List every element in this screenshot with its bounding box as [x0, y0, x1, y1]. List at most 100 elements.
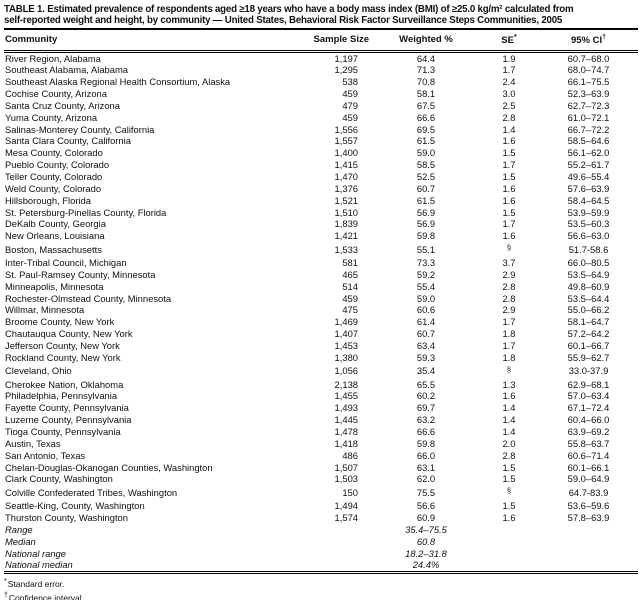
sample-size-cell: 1,556	[334, 123, 358, 135]
table-row: Boston, Massachusetts 1,533 55.1 § 51.7-…	[4, 242, 638, 257]
table-row: Fayette County, Pennsylvania 1,493 69.7 …	[4, 402, 638, 414]
weighted-percent-cell: 60.7	[416, 182, 436, 194]
ci-cell: 63.9–69.2	[567, 425, 610, 437]
community-cell: Rochester-Olmstead County, Minnesota	[5, 292, 172, 304]
summary-spacer-cell	[479, 559, 539, 575]
summary-spacer-cell	[479, 548, 539, 560]
summary-spacer-cell	[309, 524, 373, 536]
sample-size-cell: 1,453	[334, 339, 358, 351]
table-row: St. Paul-Ramsey County, Minnesota 465 59…	[4, 269, 638, 281]
ci-cell: 60.4–66.0	[567, 414, 610, 426]
ci-cell: 49.8–60.9	[567, 280, 610, 292]
table-row: River Region, Alabama 1,197 64.4 1.9 60.…	[4, 51, 638, 64]
table-row: St. Petersburg-Pinellas County, Florida …	[4, 207, 638, 219]
table-body: River Region, Alabama 1,197 64.4 1.9 60.…	[4, 51, 638, 524]
community-cell: Chautauqua County, New York	[5, 328, 133, 340]
se-cell: 1.3	[502, 378, 516, 390]
ci-cell: 60.6–71.4	[567, 449, 610, 461]
table-row: Rockland County, New York 1,380 59.3 1.8…	[4, 352, 638, 364]
community-cell: Willmar, Minnesota	[5, 304, 85, 316]
se-cell: 2.4	[502, 76, 516, 88]
sample-size-cell: 1,507	[334, 461, 358, 473]
ci-cell: 66.1–75.5	[567, 76, 610, 88]
sample-size-cell: 1,478	[334, 425, 358, 437]
sample-size-cell: 2,138	[334, 378, 358, 390]
sample-size-cell: 465	[342, 268, 358, 280]
se-cell: 2.8	[502, 449, 516, 461]
se-cell: §	[506, 243, 512, 253]
community-cell: Jefferson County, New York	[5, 339, 120, 351]
ci-cell: 66.7–72.2	[567, 123, 610, 135]
weighted-percent-cell: 61.5	[416, 194, 436, 206]
table-row: Jefferson County, New York 1,453 63.4 1.…	[4, 340, 638, 352]
summary-label: Range	[5, 523, 33, 535]
table-row: New Orleans, Louisiana 1,421 59.8 1.6 56…	[4, 230, 638, 242]
weighted-percent-cell: 59.8	[416, 437, 436, 449]
footnote-confidence-interval: †Confidence interval.	[4, 592, 85, 600]
summary-label: National range	[5, 547, 66, 559]
se-cell: 1.6	[502, 230, 516, 242]
sample-size-cell: 1,418	[334, 437, 358, 449]
weighted-percent-cell: 71.3	[416, 64, 436, 76]
community-cell: Tioga County, Pennsylvania	[5, 425, 121, 437]
sample-size-cell: 1,557	[334, 135, 358, 147]
summary-row-range: Range 35.4–75.5	[4, 524, 638, 536]
sample-size-cell: 1,533	[334, 243, 358, 255]
community-cell: Luzerne County, Pennsylvania	[5, 414, 132, 426]
ci-cell: 68.0–74.7	[567, 64, 610, 76]
community-cell: Weld County, Colorado	[5, 182, 102, 194]
se-cell: 2.9	[502, 304, 516, 316]
ci-cell: 60.1–66.7	[567, 339, 610, 351]
se-cell: 1.7	[502, 316, 516, 328]
ci-cell: 57.8–63.9	[567, 512, 610, 523]
community-cell: St. Petersburg-Pinellas County, Florida	[5, 206, 167, 218]
table-row: Cherokee Nation, Oklahoma 2,138 65.5 1.3…	[4, 379, 638, 391]
ci-cell: 53.5–60.3	[567, 218, 610, 230]
summary-spacer-cell	[539, 524, 638, 536]
table-row: Weld County, Colorado 1,376 60.7 1.6 57.…	[4, 183, 638, 195]
summary-spacer-cell	[539, 548, 638, 560]
community-cell: Austin, Texas	[5, 437, 61, 449]
table-row: Chautauqua County, New York 1,407 60.7 1…	[4, 328, 638, 340]
weighted-percent-cell: 69.5	[416, 123, 436, 135]
community-cell: Boston, Massachusetts	[5, 243, 102, 255]
weighted-percent-cell: 60.6	[416, 304, 436, 316]
summary-row-national-range: National range 18.2–31.8	[4, 548, 638, 560]
sample-size-cell: 581	[342, 257, 358, 269]
community-cell: Inter-Tribal Council, Michigan	[5, 257, 127, 269]
summary-value: 35.4–75.5	[405, 523, 447, 535]
table-row: Chelan-Douglas-Okanogan Counties, Washin…	[4, 462, 638, 474]
sample-size-cell: 1,503	[334, 473, 358, 485]
community-cell: Pueblo County, Colorado	[5, 159, 110, 171]
ci-cell: 64.7-83.9	[568, 486, 609, 498]
community-cell: Santa Clara County, California	[5, 135, 131, 147]
weighted-percent-cell: 58.1	[416, 88, 436, 100]
weighted-percent-cell: 66.0	[416, 449, 436, 461]
sample-size-cell: 150	[342, 486, 358, 498]
se-cell: 1.8	[502, 351, 516, 363]
weighted-percent-cell: 52.5	[416, 171, 436, 182]
community-cell: DeKalb County, Georgia	[5, 218, 106, 230]
ci-cell: 62.7–72.3	[567, 99, 610, 111]
summary-row-median: Median 60.8	[4, 536, 638, 548]
weighted-percent-cell: 55.1	[416, 243, 436, 255]
table-row: Cochise County, Arizona 459 58.1 3.0 52.…	[4, 88, 638, 100]
se-cell: 2.9	[502, 268, 516, 280]
se-cell: 1.6	[502, 182, 516, 194]
weighted-percent-cell: 58.5	[416, 159, 436, 171]
se-cell: 1.5	[502, 147, 516, 159]
se-cell: 3.7	[502, 257, 516, 269]
table-row: Salinas-Monterey County, California 1,55…	[4, 124, 638, 136]
table-row: Broome County, New York 1,469 61.4 1.7 5…	[4, 316, 638, 328]
sample-size-cell: 459	[342, 88, 358, 100]
summary-spacer-cell	[309, 536, 373, 548]
community-cell: New Orleans, Louisiana	[5, 230, 105, 242]
community-cell: Philadelphia, Pennsylvania	[5, 390, 118, 402]
se-cell: 1.4	[502, 425, 516, 437]
community-cell: Cochise County, Arizona	[5, 88, 107, 100]
weighted-percent-cell: 63.2	[416, 414, 436, 426]
ci-cell: 58.1–64.7	[567, 316, 610, 328]
ci-cell: 62.9–68.1	[567, 378, 610, 390]
se-cell: 2.8	[502, 111, 516, 123]
summary-spacer-cell	[309, 548, 373, 560]
